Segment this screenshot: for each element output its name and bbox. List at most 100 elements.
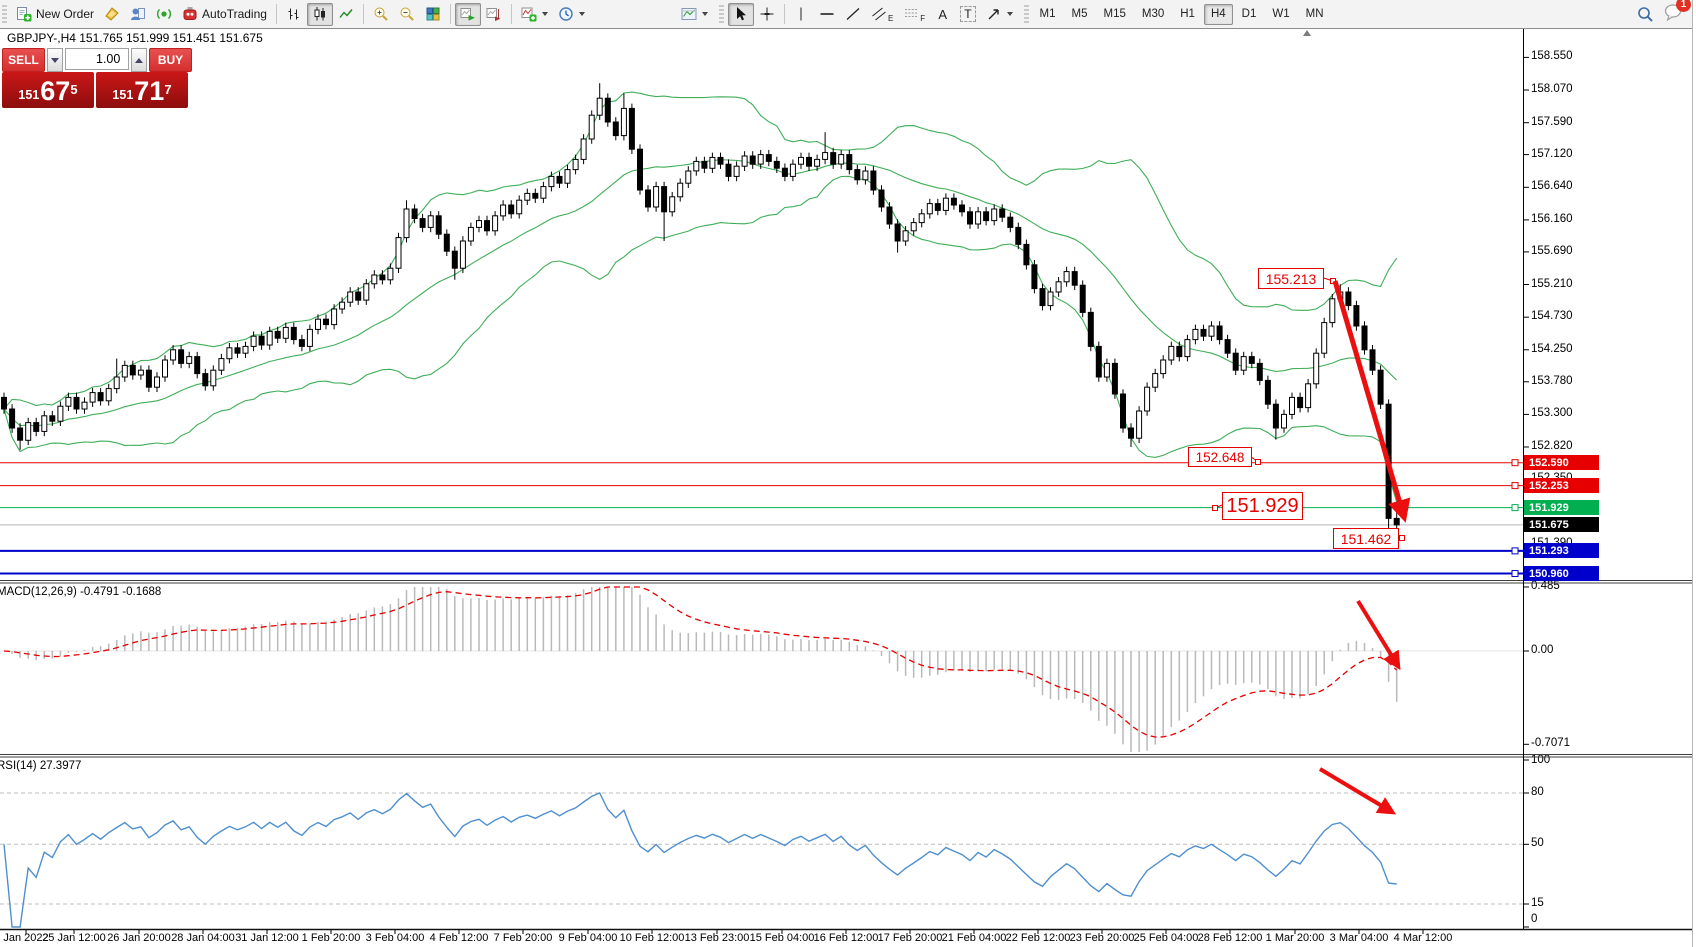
timeframe-button-w1[interactable]: W1 <box>1265 4 1296 25</box>
price-annotation[interactable]: 151.929 <box>1222 492 1303 520</box>
text-label-tool-button[interactable]: T <box>955 3 980 26</box>
timeframe-button-m15[interactable]: M15 <box>1097 4 1133 25</box>
timeframe-button-m5[interactable]: M5 <box>1065 4 1095 25</box>
crosshair-tool-button[interactable] <box>754 3 780 26</box>
bar-chart-button[interactable] <box>281 3 307 26</box>
volume-increase-button[interactable] <box>131 48 148 72</box>
dropdown-caret-icon <box>578 12 585 16</box>
date-axis-label: 9 Feb 04:00 <box>558 932 618 944</box>
dropdown-caret-icon <box>701 12 708 16</box>
line-chart-button[interactable] <box>333 3 359 26</box>
toolbar-grip[interactable] <box>718 5 724 23</box>
gold-seal-icon <box>105 7 119 21</box>
toolbar-grip[interactable] <box>2 5 7 23</box>
candlestick-chart-button[interactable] <box>306 2 333 26</box>
date-axis-label: 23 Feb 20:00 <box>1069 932 1135 944</box>
date-axis-label: Jan 2022 <box>3 932 49 944</box>
chart-shift-button[interactable] <box>481 3 507 26</box>
date-axis-label: 7 Feb 20:00 <box>493 932 553 944</box>
timeframe-button-h1[interactable]: H1 <box>1173 4 1202 25</box>
candlestick-icon <box>314 7 325 21</box>
price-axis-label: 153.780 <box>1531 375 1573 387</box>
date-axis-label: 28 Feb 12:00 <box>1197 932 1263 944</box>
fibo-sub-label: F <box>920 13 926 23</box>
triangle-up-icon <box>135 57 144 63</box>
timeframe-button-d1[interactable]: D1 <box>1235 4 1264 25</box>
notifications-button[interactable]: 1 <box>1664 0 1691 26</box>
vertical-line-tool-button[interactable] <box>789 3 814 26</box>
trendline-icon <box>846 8 860 20</box>
timeframe-toolbar: M1 M5 M15 M30 H1 H4 D1 W1 MN <box>1033 3 1331 25</box>
price-axis-label: 155.690 <box>1531 245 1573 257</box>
price-badge: 151.929 <box>1524 500 1599 515</box>
timeframe-button-m30[interactable]: M30 <box>1135 4 1171 25</box>
new-order-button[interactable]: New Order <box>11 3 99 26</box>
tile-windows-button[interactable] <box>420 3 446 26</box>
price-annotation[interactable]: 152.648 <box>1188 447 1252 467</box>
accounts-button[interactable] <box>125 3 151 26</box>
toolbar-separator <box>510 4 512 24</box>
timeframe-button-m1[interactable]: M1 <box>1033 4 1063 25</box>
date-axis-label: 26 Jan 20:00 <box>107 932 171 944</box>
price-axis-label: 157.590 <box>1531 116 1573 128</box>
autotrading-icon <box>183 7 197 20</box>
price-axis-label: 158.550 <box>1531 50 1573 62</box>
macd-axis-label: -0.7071 <box>1531 737 1571 749</box>
zoom-in-button[interactable] <box>368 3 394 26</box>
auto-scroll-button[interactable] <box>454 2 481 26</box>
price-annotation[interactable]: 151.462 <box>1333 528 1399 549</box>
price-axis-label: 156.160 <box>1531 213 1573 225</box>
date-axis-label: 22 Feb 12:00 <box>1005 932 1071 944</box>
date-axis-label: 13 Feb 23:00 <box>684 932 750 944</box>
macd-axis-label: 0.00 <box>1531 644 1554 656</box>
macd-label: MACD(12,26,9) -0.4791 -0.1688 <box>0 586 162 598</box>
timeframe-button-mn[interactable]: MN <box>1299 4 1331 25</box>
date-axis-label: 28 Jan 04:00 <box>171 932 235 944</box>
price-badge: 150.960 <box>1524 566 1599 581</box>
templates-button[interactable] <box>676 3 713 26</box>
arrows-tool-button[interactable] <box>981 3 1018 26</box>
buy-button[interactable]: BUY <box>149 48 193 72</box>
notification-badge: 1 <box>1676 0 1691 12</box>
date-axis-label: 25 Jan 12:00 <box>42 932 106 944</box>
volume-input[interactable]: 1.00 <box>64 48 130 70</box>
timeframe-button-h4[interactable]: H4 <box>1203 3 1233 25</box>
price-annotation[interactable]: 155.213 <box>1258 268 1324 289</box>
price-axis-label: 157.120 <box>1531 148 1573 160</box>
price-axis-label: 153.300 <box>1531 407 1573 419</box>
date-axis-label: 21 Feb 04:00 <box>941 932 1007 944</box>
buy-price[interactable]: 151 71 7 <box>96 72 188 108</box>
triangle-down-icon <box>50 57 59 63</box>
gold-seal-button[interactable] <box>99 3 125 26</box>
trendline-tool-button[interactable] <box>840 3 866 26</box>
line-chart-icon <box>339 9 353 18</box>
zoom-out-button[interactable] <box>394 3 420 26</box>
volume-decrease-button[interactable] <box>47 48 63 72</box>
chart-shift-icon <box>486 8 501 21</box>
search-icon[interactable] <box>1637 6 1654 23</box>
periods-button[interactable] <box>553 3 590 26</box>
chart-shift-marker <box>1303 30 1311 36</box>
horizontal-line-tool-button[interactable] <box>814 3 840 26</box>
signals-button[interactable] <box>151 3 177 26</box>
main-toolbar: New Order AutoTrading <box>0 0 1692 29</box>
channel-tool-button[interactable]: E <box>866 3 898 26</box>
cursor-tool-button[interactable] <box>727 2 754 26</box>
ohlc-bars-icon <box>288 8 299 20</box>
rsi-axis-label: 50 <box>1531 837 1544 849</box>
fibonacci-tool-button[interactable]: F <box>898 3 930 26</box>
indicators-button[interactable] <box>516 3 553 26</box>
text-tool-button[interactable]: A <box>930 3 955 26</box>
autotrading-button[interactable]: AutoTrading <box>177 3 272 26</box>
price-badge: 152.590 <box>1524 455 1599 470</box>
cursor-icon <box>736 7 746 21</box>
toolbar-grip[interactable] <box>1023 5 1029 23</box>
zoom-out-icon <box>400 7 414 21</box>
vertical-line-icon <box>800 7 802 21</box>
sell-price[interactable]: 151 67 5 <box>2 72 94 108</box>
clock-icon <box>559 7 573 21</box>
sell-button[interactable]: SELL <box>2 48 45 72</box>
template-icon <box>681 8 697 20</box>
